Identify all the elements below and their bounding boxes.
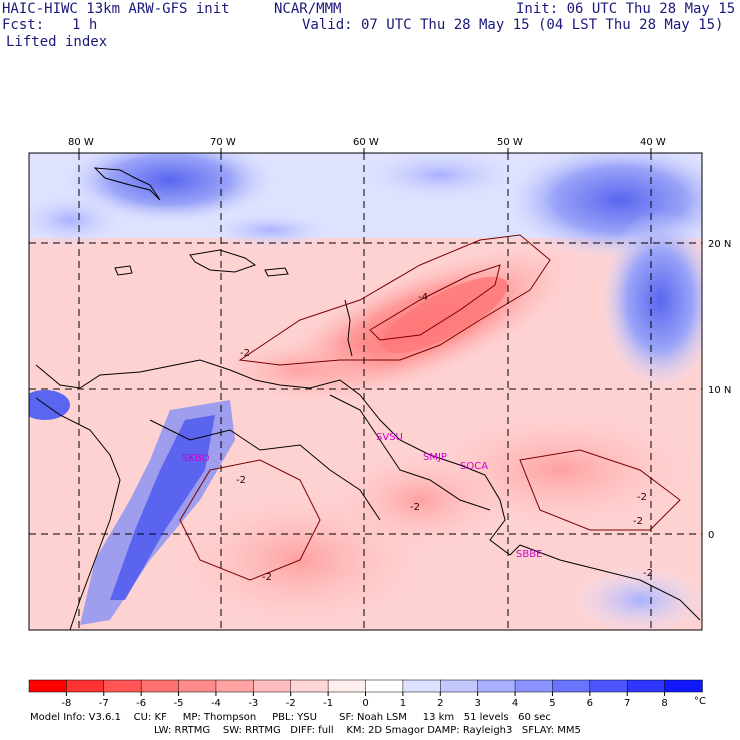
station-label: SOCA: [460, 461, 488, 472]
contour-label-group: -4 -2 -2 -2 -2 -2 -2 -2: [236, 292, 653, 583]
lat-label: 10 N: [708, 385, 731, 396]
colorbar-swatch: [477, 679, 516, 693]
contour-label: -2: [240, 348, 250, 359]
station-label: SKBO: [182, 453, 210, 464]
forecast-value: 1 h: [72, 17, 98, 33]
station-label: SVSU: [376, 432, 403, 443]
colorbar-swatch: [552, 679, 591, 693]
colorbar-tick-label: 0: [362, 698, 368, 709]
map-frame: [28, 152, 703, 631]
institution: NCAR/MMM: [274, 1, 342, 17]
coastlines: [35, 167, 701, 630]
contour-label: -2: [236, 475, 246, 486]
colorbar-tick-label: -8: [61, 698, 71, 709]
colorbar-tick-label: 3: [474, 698, 480, 709]
colorbar-swatch: [66, 679, 105, 693]
colorbar-tick-label: 8: [661, 698, 667, 709]
valid-time: Valid: 07 UTC Thu 28 May 15 (04 LST Thu …: [302, 17, 724, 33]
footer-physics-info: LW: RRTMG SW: RRTMG DIFF: full KM: 2D Sm…: [154, 725, 581, 736]
colorbar-tick-label: -1: [323, 698, 333, 709]
lifted-index-field: [29, 153, 702, 630]
lon-label: 80 W: [68, 137, 94, 148]
colorbar-tick-label: 1: [400, 698, 406, 709]
colorbar-swatch: [140, 679, 180, 693]
lon-label: 60 W: [353, 137, 379, 148]
colorbar-tick-label: -2: [286, 698, 296, 709]
station-labels: SKBO SVSU SMJP SOCA SBBE: [182, 432, 542, 560]
colorbar-tick-label: 6: [587, 698, 593, 709]
forecast-label: Fcst:: [2, 17, 45, 33]
init-time: Init: 06 UTC Thu 28 May 15: [516, 1, 736, 17]
colorbar-swatch: [253, 679, 292, 693]
contour-label: -2: [633, 516, 643, 527]
lon-label: 40 W: [640, 137, 666, 148]
lon-label: 70 W: [210, 137, 236, 148]
colorbar-swatch: [178, 679, 217, 693]
contour-label: -2: [637, 492, 647, 503]
longitude-labels: 80 W 70 W 60 W 50 W 40 W: [68, 137, 666, 153]
colorbar-swatch: [365, 679, 404, 693]
contour-label: -2: [262, 572, 272, 583]
colorbar-swatch: [440, 679, 479, 693]
colorbar-swatch: [514, 679, 554, 693]
colorbar-swatch: [626, 679, 666, 693]
contour-label: -2: [410, 502, 420, 513]
lat-label: 0: [708, 530, 714, 541]
colorbar-swatch: [215, 679, 255, 693]
contours: [179, 234, 681, 581]
colorbar-unit: °C: [694, 696, 706, 707]
colorbar-swatch: [664, 679, 703, 693]
colorbar-swatch: [327, 679, 367, 693]
colorbar-swatch: [402, 679, 442, 693]
colorbar-tick-label: -5: [174, 698, 184, 709]
lon-label: 50 W: [497, 137, 523, 148]
colorbar-swatch: [589, 679, 628, 693]
latitude-labels: 20 N 10 N 0: [708, 239, 731, 541]
field-name: Lifted index: [6, 34, 108, 50]
colorbar-tick-label: 5: [549, 698, 555, 709]
colorbar: -8 -7 -6 -5 -4 -3 -2 -1 0 1 2 3 4 5 6 7 8: [28, 679, 703, 709]
model-title: HAIC-HIWC 13km ARW-GFS init: [2, 1, 230, 17]
colorbar-swatch: [103, 679, 142, 693]
colorbar-tick-label: 2: [437, 698, 443, 709]
colorbar-tick-label: -7: [99, 698, 109, 709]
footer-model-info: Model Info: V3.6.1 CU: KF MP: Thompson P…: [30, 712, 551, 723]
colorbar-tick-label: -6: [136, 698, 146, 709]
colorbar-swatch: [28, 679, 68, 693]
colorbar-tick-label: -4: [211, 698, 221, 709]
station-label: SMJP: [423, 452, 447, 463]
colorbar-swatch: [290, 679, 329, 693]
contour-label: -2: [643, 568, 653, 579]
contour-label: -4: [418, 292, 428, 303]
lat-label: 20 N: [708, 239, 731, 250]
colorbar-tick-label: -3: [248, 698, 258, 709]
colorbar-tick-label: 7: [624, 698, 630, 709]
station-label: SBBE: [516, 549, 542, 560]
colorbar-tick-label: 4: [512, 698, 518, 709]
grid-lines: [29, 153, 702, 630]
